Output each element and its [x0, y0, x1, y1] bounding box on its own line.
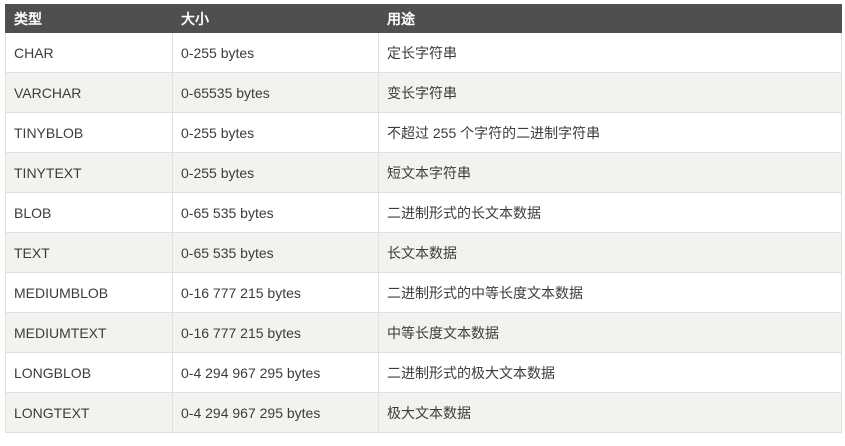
table-body: CHAR 0-255 bytes 定长字符串 VARCHAR 0-65535 bytes…	[5, 32, 842, 433]
column-header-size: 大小	[172, 4, 379, 33]
cell-type: LONGTEXT	[5, 392, 173, 433]
cell-usage: 长文本数据	[378, 232, 842, 273]
cell-size: 0-255 bytes	[172, 32, 379, 73]
cell-type: MEDIUMTEXT	[5, 312, 173, 353]
column-header-type: 类型	[5, 4, 173, 33]
cell-usage: 定长字符串	[378, 32, 842, 73]
cell-usage: 中等长度文本数据	[378, 312, 842, 353]
cell-usage: 短文本字符串	[378, 152, 842, 193]
cell-size: 0-65535 bytes	[172, 72, 379, 113]
cell-type: TINYTEXT	[5, 152, 173, 193]
cell-usage: 极大文本数据	[378, 392, 842, 433]
datatypes-table: 类型 大小 用途 CHAR 0-255 bytes 定长字符串 VARCHAR 0-65…	[5, 4, 842, 433]
column-header-usage: 用途	[378, 4, 842, 33]
cell-usage: 二进制形式的极大文本数据	[378, 352, 842, 393]
cell-usage: 二进制形式的长文本数据	[378, 192, 842, 233]
table-row: VARCHAR 0-65535 bytes 变长字符串	[5, 72, 842, 113]
cell-size: 0-16 777 215 bytes	[172, 312, 379, 353]
cell-size: 0-65 535 bytes	[172, 192, 379, 233]
cell-size: 0-65 535 bytes	[172, 232, 379, 273]
table-row: MEDIUMBLOB 0-16 777 215 bytes 二进制形式的中等长度文本…	[5, 272, 842, 313]
table-header-row: 类型 大小 用途	[5, 4, 842, 33]
cell-type: LONGBLOB	[5, 352, 173, 393]
cell-type: CHAR	[5, 32, 173, 73]
cell-size: 0-255 bytes	[172, 152, 379, 193]
table-row: CHAR 0-255 bytes 定长字符串	[5, 32, 842, 73]
table-row: TINYTEXT 0-255 bytes 短文本字符串	[5, 152, 842, 193]
cell-type: BLOB	[5, 192, 173, 233]
cell-type: VARCHAR	[5, 72, 173, 113]
table-row: LONGBLOB 0-4 294 967 295 bytes 二进制形式的极大文本数…	[5, 352, 842, 393]
table-row: LONGTEXT 0-4 294 967 295 bytes 极大文本数据	[5, 392, 842, 433]
table-row: BLOB 0-65 535 bytes 二进制形式的长文本数据	[5, 192, 842, 233]
cell-size: 0-4 294 967 295 bytes	[172, 352, 379, 393]
cell-size: 0-255 bytes	[172, 112, 379, 153]
cell-type: MEDIUMBLOB	[5, 272, 173, 313]
table-row: MEDIUMTEXT 0-16 777 215 bytes 中等长度文本数据	[5, 312, 842, 353]
cell-type: TINYBLOB	[5, 112, 173, 153]
cell-usage: 不超过 255 个字符的二进制字符串	[378, 112, 842, 153]
cell-usage: 二进制形式的中等长度文本数据	[378, 272, 842, 313]
cell-size: 0-4 294 967 295 bytes	[172, 392, 379, 433]
cell-type: TEXT	[5, 232, 173, 273]
cell-usage: 变长字符串	[378, 72, 842, 113]
table-row: TINYBLOB 0-255 bytes 不超过 255 个字符的二进制字符串	[5, 112, 842, 153]
table-row: TEXT 0-65 535 bytes 长文本数据	[5, 232, 842, 273]
cell-size: 0-16 777 215 bytes	[172, 272, 379, 313]
